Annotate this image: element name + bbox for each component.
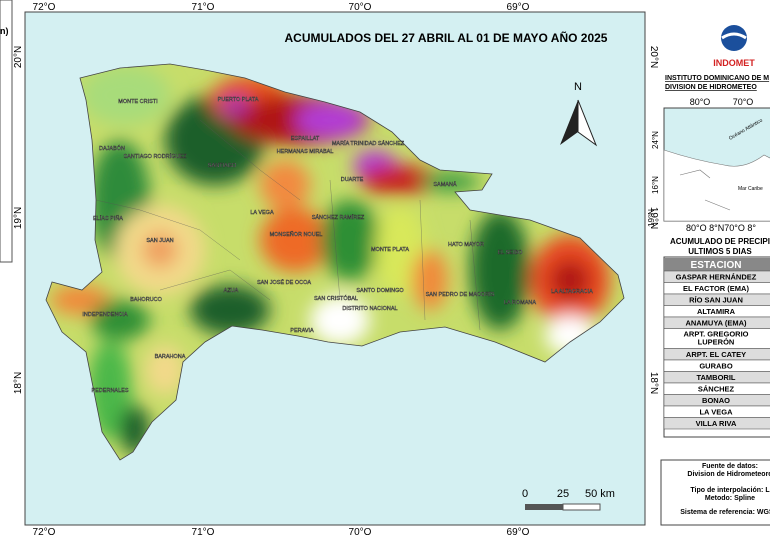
province-label: DUARTE (341, 177, 364, 183)
province-label: SANTO DOMINGO (356, 288, 404, 294)
table-header: ESTACION (691, 260, 742, 271)
lon-label: 71°O (192, 2, 215, 13)
province-label: SAMANÁ (433, 181, 457, 188)
scale-bar (525, 503, 601, 511)
scale-label: 0 (522, 488, 528, 500)
province-label: ESPAILLAT (291, 136, 320, 142)
north-arrow: N (560, 81, 598, 147)
province-label: DISTRITO NACIONAL (342, 306, 397, 312)
note-line: Division de Hidrometeoro (687, 471, 770, 478)
province-label: DAJABÓN (99, 145, 125, 152)
province-label: SANTIAGO RODRÍGUEZ (124, 153, 188, 160)
lon-label: 70°O (349, 527, 372, 538)
province-label: SANTIAGO (208, 163, 237, 169)
inset-lat: 16°N (651, 176, 660, 194)
province-label: MONSEÑOR NOUEL (270, 231, 323, 238)
note-line: Fuente de datos: (702, 463, 758, 470)
table-title: ULTIMOS 5 DIAS (688, 247, 752, 256)
province-label: PERAVIA (290, 328, 314, 334)
station-name: ANAMUYA (EMA) (685, 319, 747, 328)
note-line: Metodo: Spline (705, 495, 755, 502)
province-label: BAHORUCO (130, 297, 163, 303)
province-label: LA VEGA (250, 210, 274, 216)
station-name: LA VEGA (699, 408, 733, 417)
province-label: SAN CRISTÓBAL (314, 295, 358, 302)
note-line: Sistema de referencia: WGS-8 (680, 509, 770, 516)
lat-label: 20°N (13, 46, 24, 68)
institute-line: INSTITUTO DOMINICANO DE M (665, 75, 769, 82)
lat-label: 19°N (13, 207, 24, 229)
province-label: LA ROMANA (504, 300, 536, 306)
station-name: GASPAR HERNÁNDEZ (676, 273, 757, 282)
station-name: ALTAMIRA (697, 307, 736, 316)
province-label: INDEPENDENCIA (82, 312, 128, 318)
lon-label: 70°O (349, 2, 372, 13)
station-name: EL FACTOR (EMA) (683, 284, 749, 293)
inset-sea: Mar Caribe (738, 186, 763, 192)
lat-label: 19°N (648, 207, 659, 229)
map-title: ACUMULADOS DEL 27 ABRIL AL 01 DE MAYO AÑ… (285, 30, 608, 45)
station-name: BONAO (702, 396, 730, 405)
left-panel (0, 0, 13, 263)
lat-label: 18°N (13, 372, 24, 394)
institute-line: DIVISION DE HIDROMETEO (665, 84, 757, 91)
lat-label: 18°N (648, 372, 659, 394)
north-label: N (574, 81, 582, 93)
province-label: SAN JUAN (146, 238, 173, 244)
province-label: MONTE PLATA (371, 247, 409, 253)
province-label: SAN JOSÉ DE OCOA (257, 279, 311, 286)
inset-right: 19°N (647, 209, 656, 227)
province-label: AZUA (224, 288, 239, 294)
province-label: MARÍA TRINIDAD SÁNCHEZ (332, 140, 405, 147)
province-label: HATO MAYOR (448, 242, 484, 248)
precip-field (50, 65, 610, 455)
station-name: TAMBORIL (696, 373, 735, 382)
note-line: Tipo de interpolación: L (690, 487, 770, 494)
table-header-cell (664, 258, 770, 271)
inset-lon: 80°O (690, 97, 711, 107)
logo-text: INDOMET (713, 58, 755, 68)
station-name: RÍO SAN JUAN (689, 296, 743, 305)
table-title: ACUMULADO DE PRECIPI (670, 237, 770, 246)
inset-bottom: 80°O 8°N70°O 8° (686, 223, 756, 233)
inset-lat: 24°N (651, 131, 660, 149)
left-fragment: n) (0, 26, 9, 36)
scale-label: 25 (557, 488, 569, 500)
province-label: SÁNCHEZ RAMÍREZ (312, 214, 365, 221)
lon-label: 69°O (507, 527, 530, 538)
station-name: VILLA RIVA (696, 419, 737, 428)
province-label: ELÍAS PIÑA (93, 215, 123, 222)
province-label: HERMANAS MIRABAL (277, 149, 334, 155)
province-label: MONTE CRISTI (118, 99, 158, 105)
station-name: SÁNCHEZ (698, 385, 735, 394)
lat-label: 20°N (648, 46, 659, 68)
lon-label: 71°O (192, 527, 215, 538)
station-name: ARPT. EL CATEY (686, 350, 746, 359)
station-name: ARPT. GREGORIO LUPERÓN (683, 330, 748, 347)
lon-label: 69°O (507, 2, 530, 13)
province-label: SAN PEDRO DE MACORÍS (426, 291, 495, 298)
province-label: EL SEIBO (498, 250, 524, 256)
lon-label: 72°O (33, 2, 56, 13)
province-label: PUERTO PLATA (218, 97, 259, 103)
lon-label: 72°O (33, 527, 56, 538)
province-label: BARAHONA (155, 354, 186, 360)
table-row (663, 417, 770, 430)
station-name: GURABO (699, 362, 732, 371)
scale-label: 50 km (585, 488, 615, 500)
province-label: LA ALTAGRACIA (551, 289, 593, 295)
inset-lon: 70°O (733, 97, 754, 107)
province-label: PEDERNALES (92, 388, 129, 394)
